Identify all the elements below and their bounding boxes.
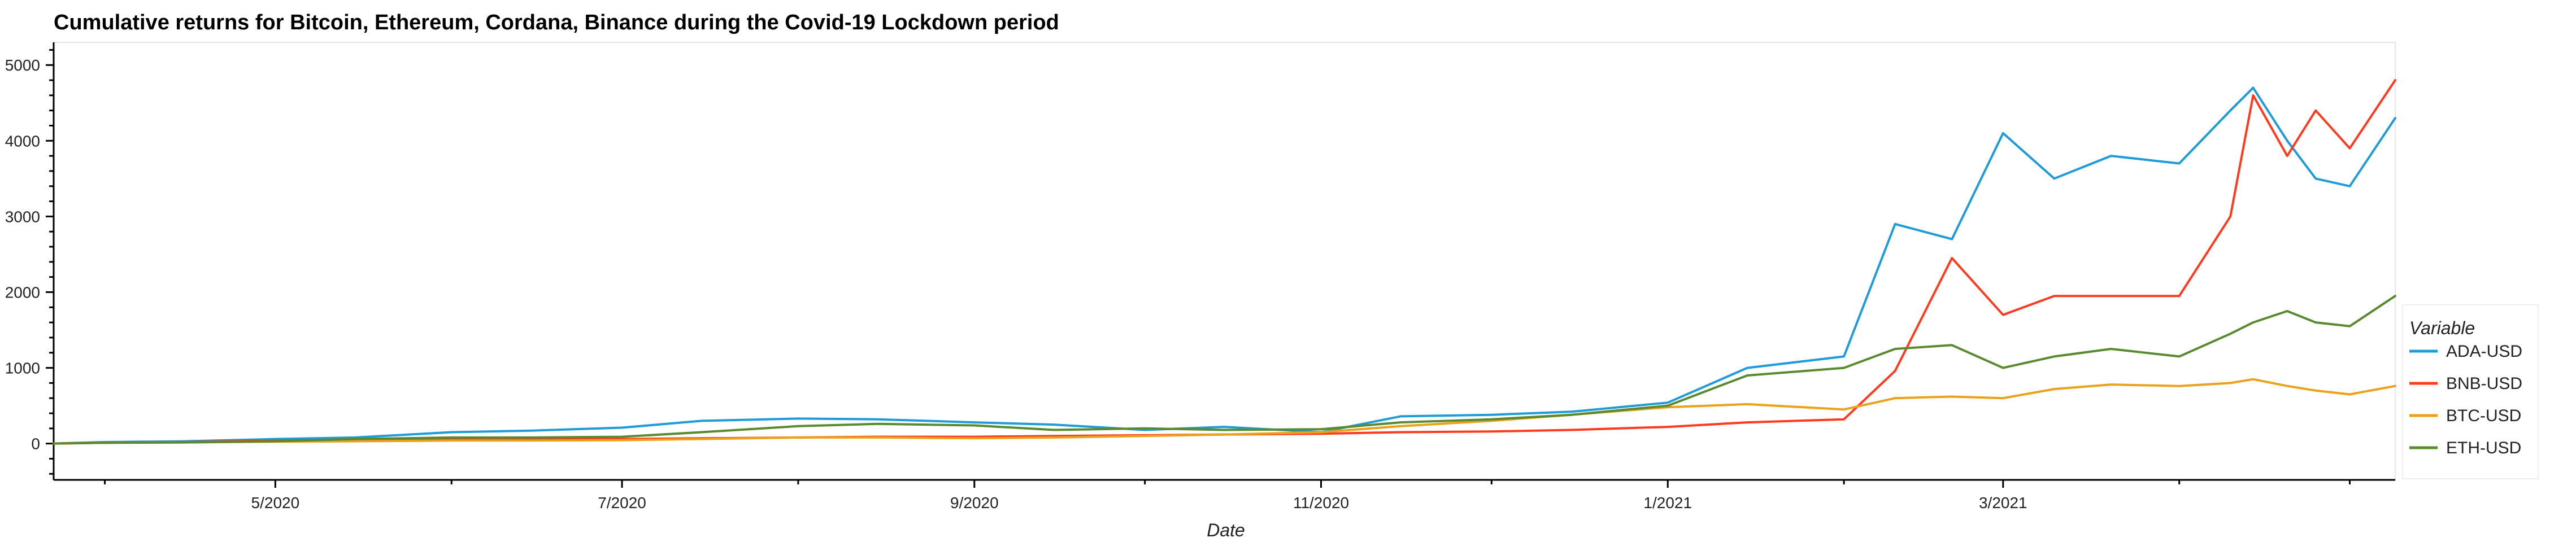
series-line-bnb-usd <box>53 79 2396 445</box>
x-tick-label: 11/2020 <box>1293 494 1349 512</box>
y-tick-label: 3000 <box>5 208 40 225</box>
legend-entries: ADA-USD BNB-USD BTC-USD ETH-USD <box>2409 342 2522 457</box>
y-tick-label: 1000 <box>5 360 40 377</box>
y-tick-label: 2000 <box>5 283 40 301</box>
legend-label: ADA-USD <box>2446 342 2522 361</box>
y-axis: 0 1000 2000 3000 4000 5000 <box>5 49 54 475</box>
y-tick-label: 4000 <box>5 132 40 150</box>
legend-label: BNB-USD <box>2446 374 2522 393</box>
series-line-eth-usd <box>53 295 2396 445</box>
y-tick-label: 0 <box>31 435 40 453</box>
legend-box <box>2402 304 2539 479</box>
x-tick-label: 1/2021 <box>1643 494 1692 512</box>
x-axis-label: Date <box>1207 520 1245 540</box>
series-group <box>53 79 2396 445</box>
y-tick-label: 5000 <box>5 56 40 74</box>
x-tick-label: 9/2020 <box>950 494 999 512</box>
plot-area-frame <box>53 42 2396 480</box>
x-tick-label: 7/2020 <box>598 494 646 512</box>
x-tick-label: 3/2021 <box>1979 494 2027 512</box>
chart-title: Cumulative returns for Bitcoin, Ethereum… <box>54 11 1059 34</box>
legend-label: BTC-USD <box>2446 406 2521 425</box>
x-tick-label: 5/2020 <box>251 494 300 512</box>
series-line-btc-usd <box>53 378 2396 445</box>
series-line-ada-usd <box>53 86 2396 445</box>
legend-title: Variable <box>2409 318 2475 338</box>
legend: Variable ADA-USD BNB-USD BTC-USD ETH-USD <box>2402 304 2539 479</box>
x-axis: 5/2020 7/2020 9/2020 11/2020 1/2021 3/2021 <box>104 480 2351 512</box>
legend-label: ETH-USD <box>2446 439 2521 457</box>
